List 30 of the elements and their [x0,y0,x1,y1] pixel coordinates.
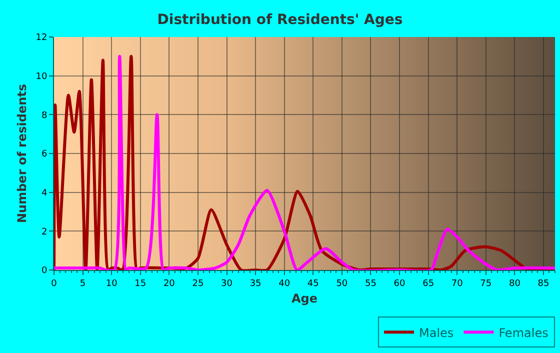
x-axis-title: Age [291,292,318,306]
x-tick-label: 70 [451,278,464,289]
legend-label: Females [498,326,548,340]
x-tick-label: 20 [163,278,176,289]
x-tick-label: 30 [221,278,233,289]
x-tick-label: 35 [250,278,262,289]
x-tick-label: 75 [480,278,492,289]
x-tick-label: 55 [364,278,376,289]
y-tick-label: 10 [36,72,48,82]
x-tick-label: 0 [51,278,58,289]
x-tick-label: 10 [106,278,118,289]
x-tick-label: 65 [422,278,434,289]
x-tick-label: 85 [538,278,550,289]
y-tick-label: 2 [41,227,48,238]
x-tick-label: 25 [192,278,204,289]
x-tick-label: 45 [307,278,319,289]
x-tick-label: 5 [80,278,86,289]
x-tick-label: 40 [278,278,290,289]
y-tick-label: 6 [41,150,48,160]
x-tick-label: 50 [336,278,348,289]
y-tick-label: 12 [36,33,48,44]
y-axis-title: Number of residents [15,84,30,224]
y-tick-label: 8 [41,110,48,121]
x-tick-label: 15 [134,278,146,289]
chart-title: Distribution of Residents' Ages [157,12,403,28]
x-tick-label: 80 [508,278,521,289]
x-tick-label: 60 [394,278,406,289]
y-tick-label: 0 [41,266,48,276]
y-tick-label: 4 [41,188,48,198]
legend-label: Males [419,326,454,340]
